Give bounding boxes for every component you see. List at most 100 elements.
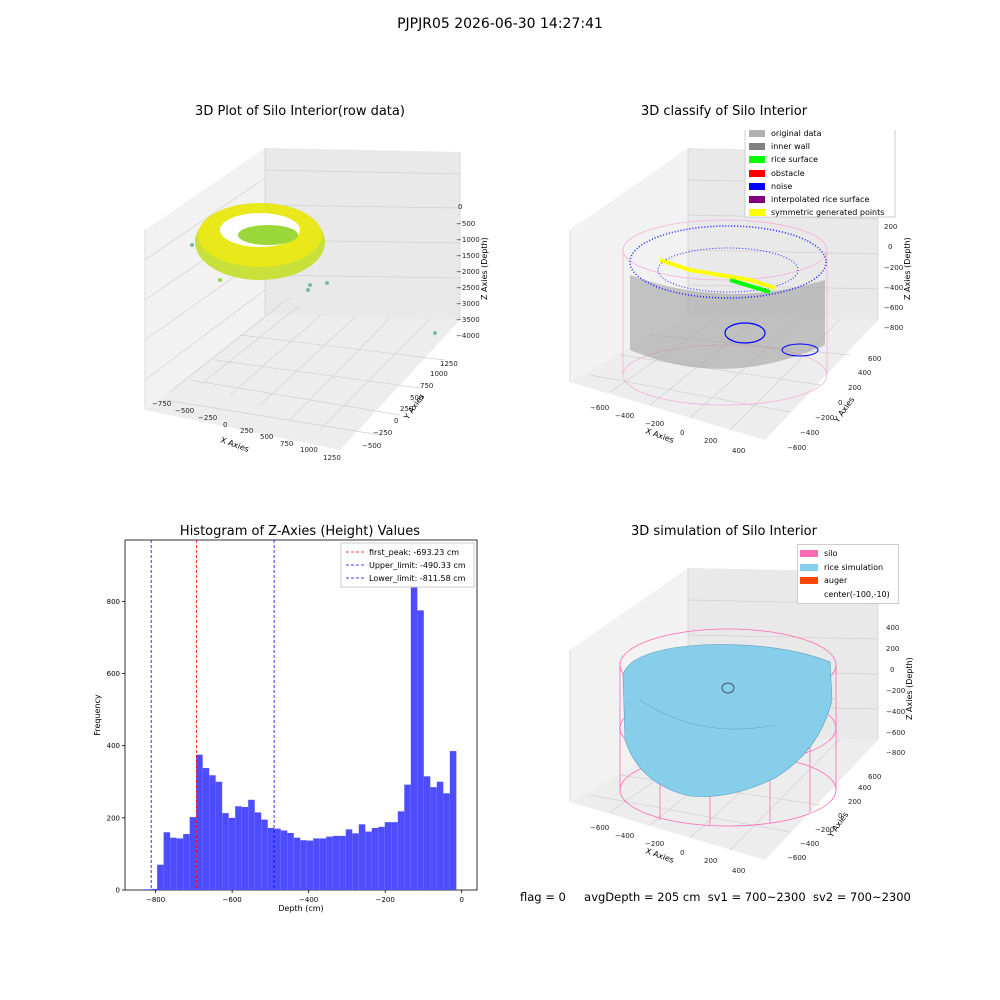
legend-entry-original-data: original data — [749, 127, 884, 140]
histogram-bar — [326, 836, 333, 890]
histogram-y-ticks: 0 200 400 600 800 — [107, 598, 125, 895]
simulation-legend: silo rice simulation auger center(-100,-… — [797, 544, 899, 604]
histogram-x-tick-label: −800 — [146, 896, 165, 904]
histogram-bar — [332, 835, 340, 890]
simulation-x-tick: 200 — [704, 857, 717, 865]
histogram-bar — [404, 784, 411, 890]
histogram-bar — [378, 826, 385, 890]
histogram-x-ticks: −800 −600 −400 −200 0 — [146, 890, 464, 904]
classify-z-tick: 0 — [888, 243, 892, 251]
simulation-z-tick: −200 — [886, 687, 905, 695]
classify-x-tick: 0 — [680, 429, 684, 437]
histogram-bar — [345, 829, 353, 890]
simulation-panel-title: 3D simulation of Silo Interior — [631, 524, 817, 539]
raw-z-tick: −1500 — [456, 252, 480, 260]
classify-y-tick: 600 — [868, 355, 881, 363]
raw-z-tick: −2500 — [456, 284, 480, 292]
histogram-y-tick-label: 800 — [107, 598, 120, 606]
classify-x-tick: −200 — [645, 420, 664, 428]
legend-entry-symmetric: symmetric generated points — [749, 206, 884, 219]
simulation-x-tick: −200 — [645, 840, 664, 848]
histogram-bar — [417, 610, 424, 890]
classify-x-tick: −600 — [590, 404, 609, 412]
simulation-z-tick: 400 — [886, 624, 899, 632]
classify-z-tick: −600 — [884, 304, 903, 312]
histogram-bar — [300, 840, 307, 890]
status-flag: flag = 0 — [520, 890, 566, 904]
legend-entry-obstacle: obstacle — [749, 167, 884, 180]
legend-swatch — [800, 550, 818, 557]
histogram-bar — [196, 754, 203, 890]
status-avg-depth: avgDepth = 205 cm — [584, 890, 701, 904]
histogram-bar — [209, 775, 216, 890]
raw-z-tick: −4000 — [456, 332, 480, 340]
classify-legend-entries: original data inner wall rice surface ob… — [749, 127, 884, 219]
simulation-x-tick: 0 — [680, 849, 684, 857]
classify-y-tick: −200 — [815, 414, 834, 422]
histogram-legend: first_peak: -693.23 cm Upper_limit: -490… — [340, 542, 475, 588]
raw-z-tick: −2000 — [456, 268, 480, 276]
classify-z-label: Z Axies (Depth) — [903, 237, 912, 300]
histogram-bar — [274, 828, 281, 890]
histogram-y-tick-label: 400 — [107, 742, 120, 750]
simulation-z-tick: −800 — [886, 749, 905, 757]
legend-swatch — [749, 182, 765, 190]
classify-z-tick: 200 — [884, 223, 897, 231]
histogram-bar — [339, 835, 346, 890]
legend-first-peak: first_peak: -693.23 cm — [369, 548, 459, 557]
histogram-x-tick-label: −400 — [299, 896, 318, 904]
raw-y-tick: 0 — [394, 417, 398, 425]
histogram-bar — [293, 837, 301, 890]
raw-x-tick: 1250 — [323, 454, 341, 462]
classify-tick-labels: −600 −400 −200 0 200 400 −600 −400 −200 … — [590, 223, 903, 455]
histogram-bar — [189, 817, 197, 890]
legend-entry-inner-wall: inner wall — [749, 140, 884, 153]
legend-lower-limit: Lower_limit: -811.58 cm — [369, 574, 466, 583]
simulation-z-tick: 200 — [886, 645, 899, 653]
simulation-x-label: X Axies — [644, 846, 675, 865]
histogram-bar — [365, 831, 372, 890]
histogram-bars — [144, 550, 457, 890]
simulation-y-tick: 400 — [858, 784, 871, 792]
simulation-x-tick: −400 — [615, 832, 634, 840]
raw-y-tick: 1000 — [430, 370, 448, 378]
simulation-3d-plot: −600 −400 −200 0 200 400 −600 −400 −200 … — [569, 568, 914, 875]
status-sv2: sv2 = 700~2300 — [812, 890, 911, 904]
histogram-bar — [352, 833, 359, 890]
legend-swatch — [749, 209, 765, 217]
legend-upper-limit: Upper_limit: -490.33 cm — [369, 561, 466, 570]
legend-swatch — [749, 143, 765, 151]
histogram-title: Histogram of Z-Axies (Height) Values — [179, 524, 421, 539]
classify-legend — [744, 130, 896, 218]
histogram-bar — [222, 813, 229, 890]
histogram-bar — [183, 834, 190, 890]
raw-y-tick: −250 — [373, 429, 392, 437]
legend-entry-noise: noise — [749, 180, 884, 193]
histogram-x-tick-label: 0 — [459, 896, 463, 904]
histogram-bar — [287, 832, 294, 890]
histogram-bar — [449, 751, 457, 890]
legend-swatch — [800, 563, 818, 571]
figure-suptitle: PJPJR05 2026-06-30 14:27:41 — [397, 16, 603, 32]
histogram-bar — [306, 840, 314, 890]
raw-z-tick: −1000 — [456, 236, 480, 244]
raw-y-tick: −500 — [362, 442, 381, 450]
classify-point-cloud — [622, 219, 828, 406]
classify-z-tick: −200 — [884, 264, 903, 272]
simulation-x-tick: −600 — [590, 824, 609, 832]
histogram-bar — [144, 889, 151, 890]
histogram-bar — [248, 799, 255, 890]
raw-x-tick: 1000 — [300, 446, 318, 454]
legend-entry-rice-surface: rice surface — [749, 153, 884, 166]
histogram-chart: −800 −600 −400 −200 0 0 200 400 600 800 Depth (c… — [93, 539, 478, 913]
legend-swatch — [749, 130, 765, 137]
classify-y-tick: 200 — [848, 384, 861, 392]
histogram-bar — [157, 864, 164, 890]
raw-y-tick: 1250 — [440, 360, 458, 368]
classify-x-tick: 200 — [704, 437, 717, 445]
histogram-bar — [150, 888, 158, 890]
simulation-y-tick: 600 — [868, 773, 881, 781]
histogram-x-tick-label: −600 — [223, 896, 242, 904]
legend-entry-interpolated: interpolated rice surface — [749, 193, 884, 206]
raw-z-tick: −3000 — [456, 300, 480, 308]
